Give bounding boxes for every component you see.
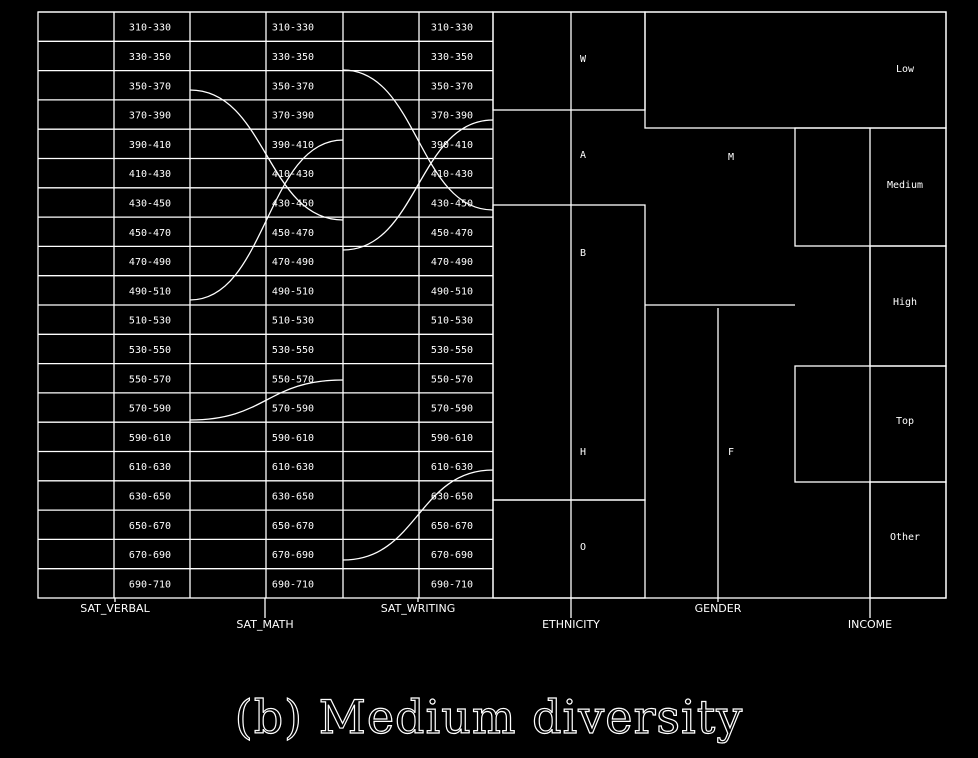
range-label: 370-390 (272, 111, 314, 122)
range-label: 630-650 (272, 491, 314, 502)
gender-label: F (728, 447, 734, 458)
range-label: 630-650 (431, 491, 473, 502)
dimension-label: SAT_VERBAL (80, 602, 150, 615)
range-label: 330-350 (129, 52, 171, 63)
range-label: 430-450 (272, 198, 314, 209)
range-label: 410-430 (431, 169, 473, 180)
range-label: 330-350 (431, 52, 473, 63)
ethnicity-label: H (580, 447, 586, 458)
range-label: 470-490 (129, 257, 171, 268)
range-label: 550-570 (272, 374, 314, 385)
flow-ribbon (189, 139, 344, 301)
range-label: 550-570 (431, 374, 473, 385)
dimension-label: SAT_MATH (236, 618, 293, 631)
range-label: 630-650 (129, 491, 171, 502)
range-label: 450-470 (431, 228, 473, 239)
ethnicity-label: A (580, 150, 586, 161)
range-label: 610-630 (129, 462, 171, 473)
ethnicity-label: B (580, 248, 586, 259)
gender-label: M (728, 152, 734, 163)
range-label: 570-590 (272, 404, 314, 415)
ethnicity-label: W (580, 54, 587, 65)
range-label: 610-630 (272, 462, 314, 473)
income-label: Top (896, 416, 914, 427)
dimension-label: SAT_WRITING (381, 602, 456, 615)
income-label: Medium (887, 180, 923, 191)
range-label: 410-430 (272, 169, 314, 180)
range-label: 590-610 (129, 433, 171, 444)
range-label: 310-330 (431, 23, 473, 34)
range-label: 530-550 (431, 345, 473, 356)
range-label: 450-470 (272, 228, 314, 239)
ethnicity-block (492, 499, 646, 599)
range-label: 690-710 (129, 579, 171, 590)
range-label: 570-590 (431, 404, 473, 415)
dimension-label: GENDER (695, 602, 742, 615)
range-label: 390-410 (272, 140, 314, 151)
range-label: 590-610 (431, 433, 473, 444)
flow-ribbon (342, 69, 494, 211)
range-label: 670-690 (129, 550, 171, 561)
range-label: 550-570 (129, 374, 171, 385)
range-label: 350-370 (431, 81, 473, 92)
range-label: 490-510 (129, 286, 171, 297)
range-label: 470-490 (272, 257, 314, 268)
range-label: 530-550 (129, 345, 171, 356)
income-label: High (893, 297, 917, 308)
range-label: 370-390 (431, 111, 473, 122)
range-label: 590-610 (272, 433, 314, 444)
range-label: 690-710 (431, 579, 473, 590)
dimension-label: ETHNICITY (542, 618, 600, 631)
range-label: 570-590 (129, 404, 171, 415)
flow-ribbon (342, 119, 494, 251)
range-label: 430-450 (431, 198, 473, 209)
range-label: 490-510 (272, 286, 314, 297)
ethnicity-label: O (580, 542, 586, 553)
range-label: 610-630 (431, 462, 473, 473)
range-label: 690-710 (272, 579, 314, 590)
ethnicity-block (492, 204, 646, 501)
range-label: 650-670 (272, 521, 314, 532)
range-label: 410-430 (129, 169, 171, 180)
range-label: 490-510 (431, 286, 473, 297)
flow-ribbon (189, 89, 344, 221)
range-label: 510-530 (129, 316, 171, 327)
income-label: Low (896, 64, 915, 75)
range-label: 510-530 (272, 316, 314, 327)
range-label: 530-550 (272, 345, 314, 356)
range-label: 390-410 (431, 140, 473, 151)
range-label: 330-350 (272, 52, 314, 63)
range-label: 350-370 (129, 81, 171, 92)
range-label: 450-470 (129, 228, 171, 239)
range-label: 390-410 (129, 140, 171, 151)
range-label: 670-690 (272, 550, 314, 561)
range-label: 310-330 (272, 23, 314, 34)
income-label: Other (890, 532, 920, 543)
range-label: 650-670 (129, 521, 171, 532)
range-label: 650-670 (431, 521, 473, 532)
flow-ribbon (189, 379, 344, 421)
chart-caption: (b) Medium diversity (234, 689, 744, 744)
range-label: 310-330 (129, 23, 171, 34)
range-label: 470-490 (431, 257, 473, 268)
range-label: 510-530 (431, 316, 473, 327)
flow-ribbon (342, 469, 494, 561)
range-label: 670-690 (431, 550, 473, 561)
ethnicity-block (492, 11, 646, 111)
range-label: 370-390 (129, 111, 171, 122)
range-label: 430-450 (129, 198, 171, 209)
range-label: 350-370 (272, 81, 314, 92)
dimension-label: INCOME (848, 618, 892, 631)
